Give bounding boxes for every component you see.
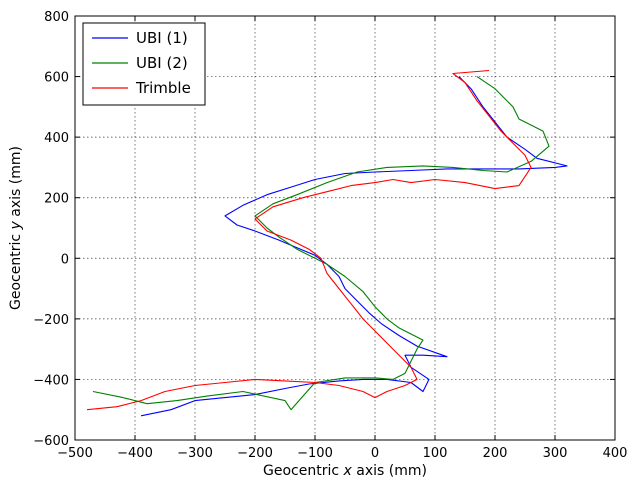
x-tick-labels: −500 −400 −300 −200 −100 0 100 200 300 400 bbox=[57, 446, 627, 461]
y-axis-label: Geocentric y axis (mm) bbox=[8, 146, 24, 310]
series-line-0 bbox=[140, 76, 568, 417]
x-tick-label: 100 bbox=[423, 446, 448, 461]
y-tick-label: −400 bbox=[33, 373, 69, 388]
x-tick-label: 200 bbox=[483, 446, 508, 461]
y-tick-label: −600 bbox=[33, 434, 69, 449]
series-line-1 bbox=[92, 76, 550, 411]
x-tick-label: 0 bbox=[371, 446, 379, 461]
y-tick-label: 600 bbox=[44, 71, 69, 86]
x-tick-label: −500 bbox=[57, 446, 93, 461]
x-tick-label: 300 bbox=[543, 446, 568, 461]
y-tick-labels: −600 −400 −200 0 200 400 600 800 bbox=[33, 10, 69, 449]
x-tick-label: 400 bbox=[603, 446, 628, 461]
y-tick-label: 0 bbox=[61, 252, 69, 267]
legend-label-trimble: Trimble bbox=[135, 79, 191, 97]
y-tick-label: 800 bbox=[44, 10, 69, 25]
legend: UBI (1) UBI (2) Trimble bbox=[82, 22, 206, 106]
x-tick-label: −400 bbox=[117, 446, 153, 461]
legend-label-ubi2: UBI (2) bbox=[136, 54, 188, 72]
legend-box bbox=[82, 22, 206, 106]
x-tick-label: −200 bbox=[237, 446, 273, 461]
x-tick-label: −300 bbox=[177, 446, 213, 461]
series-traces bbox=[86, 69, 568, 417]
x-axis-label: Geocentric x axis (mm) bbox=[263, 463, 427, 479]
legend-label-ubi1: UBI (1) bbox=[136, 29, 188, 47]
y-tick-label: −200 bbox=[33, 313, 69, 328]
series-line-2 bbox=[86, 69, 532, 411]
axis-ticks bbox=[74, 15, 616, 441]
y-tick-label: 400 bbox=[44, 131, 69, 146]
plot-frame bbox=[74, 15, 616, 441]
grid-lines bbox=[75, 16, 615, 440]
y-tick-label: 200 bbox=[44, 192, 69, 207]
x-tick-label: −100 bbox=[297, 446, 333, 461]
